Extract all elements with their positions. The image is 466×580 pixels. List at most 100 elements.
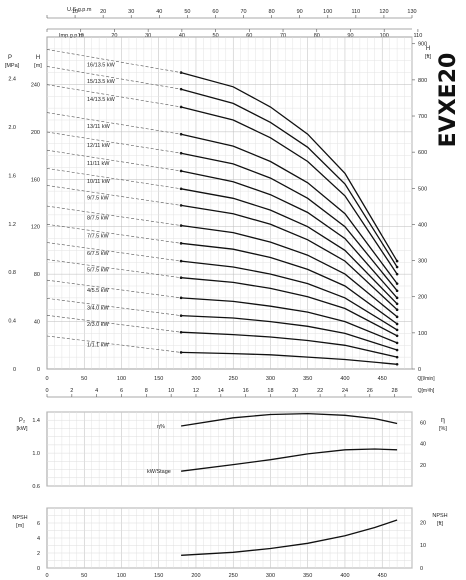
head-curve-leader xyxy=(46,168,182,190)
head-curve-point xyxy=(395,315,399,319)
head-curve-point xyxy=(179,296,183,300)
usgpm-tick-label: 80 xyxy=(269,9,275,15)
head-curve-label: 15/13.5 kW xyxy=(87,79,116,85)
m3h-tick-label: 10 xyxy=(168,388,174,394)
m3h-tick-label: 6 xyxy=(120,388,123,394)
lmin-tick-label: 400 xyxy=(340,376,349,382)
kw-stage-curve-label: kW/Stage xyxy=(147,469,171,475)
npsh-left-axis-label: NPSH xyxy=(12,515,27,521)
head-curve-label: 7/7.5 kW xyxy=(87,233,110,239)
head-curve-label: 10/11 kW xyxy=(87,179,111,185)
head-curve-point xyxy=(395,362,399,366)
npsh-curve xyxy=(181,519,398,556)
efficiency-curve xyxy=(180,412,398,427)
head-curve-series-9 xyxy=(180,204,398,311)
impgpm-tick-label: 100 xyxy=(380,33,389,39)
usgpm-tick-label: 90 xyxy=(297,9,303,15)
head-curve-series-14 xyxy=(180,106,398,275)
h-tick-label: 240 xyxy=(31,82,40,88)
usgpm-tick-label: 20 xyxy=(100,9,106,15)
eta-axis-label: η xyxy=(441,417,445,424)
usgpm-tick-label: 100 xyxy=(323,9,332,15)
chart-layer: U.S.g.p.m10 20 30 40 50 60 70 80 90 100 110 120 130I… xyxy=(5,7,448,579)
eta-tick-label: 40 xyxy=(420,442,426,448)
eta-tick-label: 60 xyxy=(420,421,426,427)
head-curve-point xyxy=(395,328,399,332)
head-curve-point xyxy=(395,334,399,338)
head-curve-leader xyxy=(46,84,182,108)
head-curve-leader xyxy=(46,66,182,90)
p-tick-label: 0.4 xyxy=(8,319,16,325)
head-curve-leader xyxy=(46,259,182,278)
m3h-tick-label: 22 xyxy=(317,388,323,394)
impgpm-tick-label: 30 xyxy=(145,33,151,39)
head-curve-leader xyxy=(46,335,182,353)
npsh-lmin-tick-label: 300 xyxy=(266,573,275,579)
npsh-lmin-tick-label: 50 xyxy=(81,573,87,579)
head-curve-label: 3/4.0 kW xyxy=(87,306,110,312)
impgpm-tick-label: 10 xyxy=(78,33,84,39)
h-tick-label: 80 xyxy=(34,272,40,278)
npsh-left-tick-label: 0 xyxy=(37,566,40,572)
h-tick-label: 120 xyxy=(31,225,40,231)
ft-tick-label: 300 xyxy=(418,259,427,265)
usgpm-tick-label: 30 xyxy=(128,9,134,15)
npsh-left-axis-unit: [m] xyxy=(16,523,24,529)
npsh-right-tick-label: 10 xyxy=(420,543,426,549)
head-curve-leader xyxy=(46,131,182,154)
head-curve-point xyxy=(395,302,399,306)
head-curve-leader xyxy=(46,298,182,316)
npsh-left-tick-label: 2 xyxy=(37,551,40,557)
head-curve-series-5 xyxy=(181,277,398,337)
p-axis-label: P xyxy=(8,55,12,61)
h-axis-label: H xyxy=(36,55,40,61)
head-curve-series-16 xyxy=(180,71,398,262)
eta-tick-label: 20 xyxy=(420,463,426,469)
usgpm-tick-label: 40 xyxy=(156,9,162,15)
impgpm-tick-label: 80 xyxy=(314,33,320,39)
head-curve-series-6 xyxy=(181,260,398,331)
head-curve-series-15 xyxy=(180,88,398,268)
impgpm-tick-label: 60 xyxy=(246,33,252,39)
m3h-tick-label: 4 xyxy=(95,388,98,394)
head-curve-series-1 xyxy=(181,351,398,365)
head-curve-series-11 xyxy=(180,170,398,299)
h-axis-unit: [m] xyxy=(34,63,42,69)
h-tick-label: 0 xyxy=(37,367,40,373)
m3h-tick-label: 20 xyxy=(292,388,298,394)
head-curve-label: 14/13.5 kW xyxy=(87,97,116,103)
head-curve-point xyxy=(395,296,399,300)
head-curve-series-3 xyxy=(181,314,398,351)
h-right-axis-label: H xyxy=(426,46,430,52)
m3h-tick-label: 18 xyxy=(267,388,273,394)
npsh-lmin-tick-label: 0 xyxy=(45,573,48,579)
p2-tick-label: 1.4 xyxy=(32,418,40,424)
npsh-lmin-tick-label: 150 xyxy=(154,573,163,579)
m3h-tick-label: 0 xyxy=(45,388,48,394)
head-curve-point xyxy=(395,348,399,352)
head-curve-point xyxy=(395,282,399,285)
lmin-tick-label: 150 xyxy=(154,376,163,382)
impgpm-tick-label: 20 xyxy=(111,33,117,39)
head-curve-series-8 xyxy=(181,224,398,318)
head-curve-label: 9/7.5 kW xyxy=(87,195,110,201)
p-tick-label: 1.6 xyxy=(8,173,16,179)
head-curve-leader xyxy=(46,315,182,333)
head-curve-label: 16/13.5 kW xyxy=(87,63,116,69)
lmin-tick-label: 350 xyxy=(303,376,312,382)
head-curve-label: 13/11 kW xyxy=(87,124,111,130)
head-curve-label: 1/1.1 kW xyxy=(87,342,110,348)
lmin-tick-label: 50 xyxy=(81,376,87,382)
lmin-tick-label: 250 xyxy=(229,376,238,382)
h-right-axis-unit: [ft] xyxy=(425,54,432,60)
head-curve-series-4 xyxy=(181,297,398,344)
p-tick-label: 0.8 xyxy=(8,270,16,276)
m3h-tick-label: 8 xyxy=(145,388,148,394)
head-curve-point xyxy=(395,322,399,326)
npsh-lmin-tick-label: 450 xyxy=(378,573,387,579)
head-curve-series-13 xyxy=(180,133,398,284)
npsh-right-axis-unit: [ft] xyxy=(437,521,444,527)
usgpm-tick-label: 120 xyxy=(379,9,388,15)
head-curve-leader xyxy=(46,242,182,262)
impgpm-tick-label: 40 xyxy=(179,33,185,39)
